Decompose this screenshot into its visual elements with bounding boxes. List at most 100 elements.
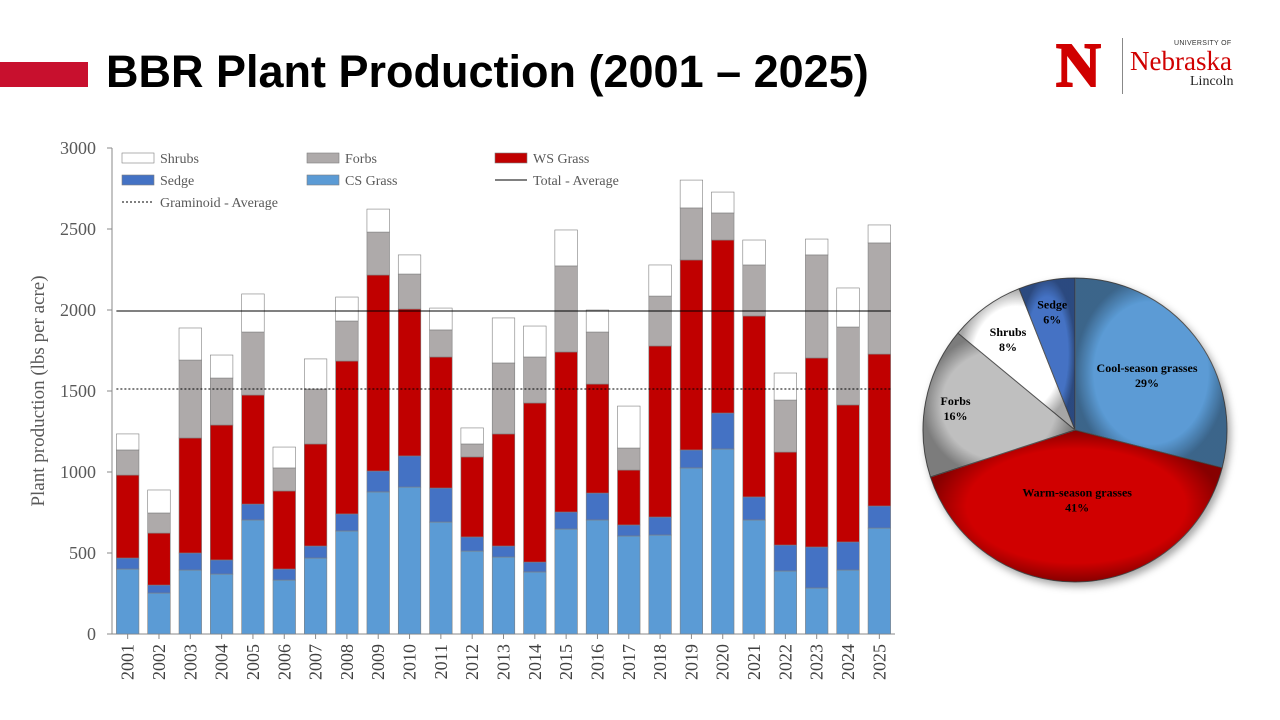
bar-segment-ws-grass: [178, 437, 202, 554]
bar-segment-shrubs: [429, 307, 453, 331]
bar-segment-sedge: [523, 561, 547, 573]
pie-label-shrubs: Shrubs: [990, 325, 1027, 339]
bar-segment-shrubs: [210, 354, 234, 379]
bar-segment-cs-grass: [585, 519, 610, 635]
x-tick-label: 2003: [180, 644, 200, 680]
y-tick-label: 3000: [60, 138, 96, 158]
bar-segment-shrubs: [805, 238, 829, 256]
bar-segment-sedge: [836, 541, 860, 571]
bar-segment-sedge: [241, 503, 265, 521]
bar-segment-sedge: [460, 536, 484, 552]
bar-segment-sedge: [679, 449, 703, 469]
logo-n-mark: N: [1055, 32, 1102, 100]
bar-segment-sedge: [805, 546, 829, 589]
bar-segment-shrubs: [335, 296, 359, 322]
bar-segment-cs-grass: [554, 528, 578, 635]
x-tick-label: 2002: [149, 644, 169, 680]
bar-segment-ws-grass: [805, 357, 829, 548]
legend-label-forbs: Forbs: [345, 152, 377, 167]
bar-segment-ws-grass: [241, 394, 265, 505]
y-axis-title: Plant production (lbs per acre): [28, 275, 49, 506]
bar-segment-ws-grass: [491, 433, 516, 547]
bar-segment-cs-grass: [836, 569, 860, 635]
y-tick-label: 2000: [60, 300, 96, 320]
bar-segment-cs-grass: [523, 571, 547, 635]
pie-pct-cool-season-grasses: 29%: [1135, 376, 1159, 390]
bar-segment-forbs: [648, 295, 672, 347]
bar-segment-cs-grass: [147, 592, 171, 635]
bar-segment-forbs: [679, 207, 703, 261]
bar-segment-sedge: [585, 492, 610, 521]
legend-label-graminoid-average: Graminoid - Average: [160, 196, 278, 211]
bar-segment-ws-grass: [585, 383, 610, 494]
bar-segment-cs-grass: [335, 530, 359, 635]
bar-segment-forbs: [272, 467, 296, 492]
bar-segment-ws-grass: [648, 345, 672, 518]
bar-segment-forbs: [523, 356, 547, 404]
x-tick-label: 2015: [556, 644, 576, 680]
bar-segment-forbs: [554, 265, 578, 353]
pie-pct-shrubs: 8%: [999, 340, 1017, 354]
bar-segment-shrubs: [116, 433, 140, 451]
legend-swatch-sedge: [121, 174, 155, 186]
bar-segment-shrubs: [773, 372, 797, 401]
bar-segment-shrubs: [867, 224, 891, 244]
bar-segment-cs-grass: [178, 569, 202, 635]
bar-segment-cs-grass: [241, 519, 265, 635]
bar-segment-sedge: [429, 487, 453, 523]
bar-segment-ws-grass: [116, 474, 140, 559]
bar-segment-forbs: [335, 320, 359, 362]
bar-segment-ws-grass: [304, 443, 328, 547]
bar-segment-ws-grass: [429, 356, 453, 489]
pie-slice-bevel: [1019, 278, 1075, 430]
x-tick-label: 2014: [525, 644, 545, 680]
pie-pct-sedge: 6%: [1043, 313, 1061, 327]
bar-segment-shrubs: [836, 287, 860, 328]
pie-label-warm-season-grasses: Warm-season grasses: [1022, 485, 1132, 499]
bar-segment-cs-grass: [366, 491, 390, 635]
bar-segment-ws-grass: [679, 259, 703, 451]
bar-segment-sedge: [648, 516, 672, 536]
legend-label-total-average: Total - Average: [533, 174, 619, 189]
bar-segment-sedge: [711, 412, 735, 450]
bar-segment-cs-grass: [210, 573, 234, 635]
bar-segment-forbs: [585, 331, 610, 385]
slide-title: BBR Plant Production (2001 – 2025): [106, 46, 869, 97]
bar-segment-shrubs: [711, 191, 735, 214]
bar-segment-forbs: [210, 377, 234, 426]
bar-segment-ws-grass: [147, 532, 171, 586]
bar-segment-ws-grass: [272, 490, 296, 570]
pie-slice-bevel: [1075, 278, 1227, 468]
x-tick-label: 2008: [337, 644, 357, 680]
bar-segment-sedge: [617, 524, 641, 537]
stacked-bar-chart: 0 500 1000 1500 2000 2500 3000 Plant production…: [28, 138, 895, 680]
logo-lincoln: Lincoln: [1190, 74, 1234, 89]
x-tick-label: 2023: [807, 644, 827, 680]
bar-segment-shrubs: [491, 317, 516, 364]
x-tick-label: 2001: [118, 644, 138, 680]
bar-segment-shrubs: [742, 239, 766, 266]
bar-segment-cs-grass: [429, 521, 453, 635]
x-tick-label: 2021: [744, 644, 764, 680]
logo-nebraska: Nebraska: [1130, 46, 1232, 76]
pie-label-cool-season-grasses: Cool-season grasses: [1097, 361, 1198, 375]
bar-segment-forbs: [742, 264, 766, 317]
x-tick-label: 2022: [775, 644, 795, 680]
bar-segment-forbs: [491, 362, 516, 435]
x-tick-label: 2004: [212, 644, 232, 680]
x-tick-label: 2017: [619, 644, 639, 680]
bar-segment-sedge: [304, 545, 328, 559]
bar-segment-sedge: [210, 559, 234, 575]
title-accent-bar: [0, 62, 88, 87]
x-tick-label: 2025: [869, 644, 889, 680]
bar-segment-sedge: [554, 511, 578, 530]
legend-label-ws-grass: WS Grass: [533, 152, 589, 167]
x-tick-label: 2006: [274, 644, 294, 680]
bar-segment-forbs: [429, 329, 453, 358]
x-tick-label: 2007: [306, 644, 326, 680]
x-tick-label: 2019: [681, 644, 701, 680]
bar-segment-shrubs: [304, 358, 328, 390]
bar-segment-cs-grass: [773, 570, 797, 635]
bar-segment-cs-grass: [272, 579, 296, 635]
